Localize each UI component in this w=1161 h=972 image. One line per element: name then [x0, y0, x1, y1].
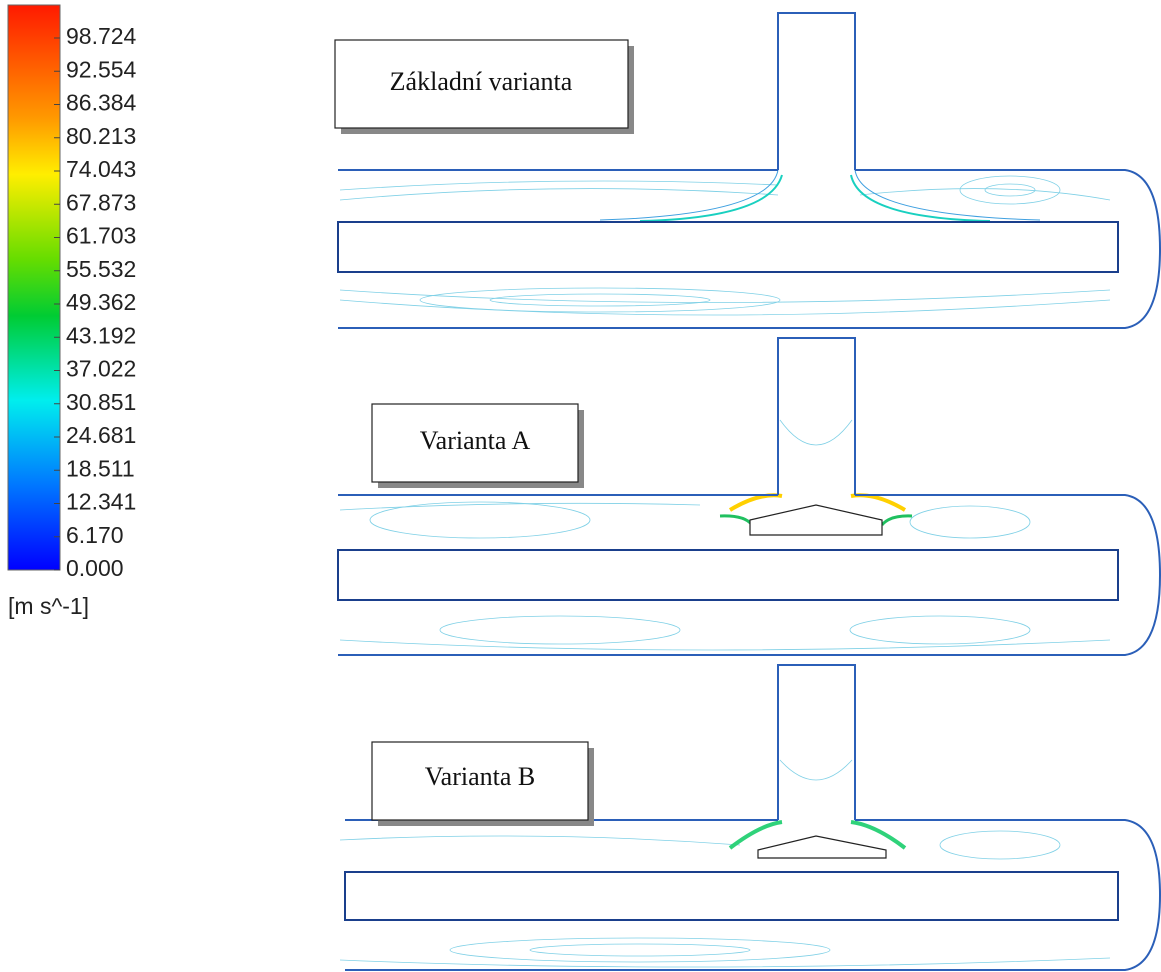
legend-label: 24.681 — [66, 422, 136, 448]
panel-label: Varianta B — [425, 762, 535, 791]
figure: [m s^-1] 98.724 92.554 86.384 80.213 74.043 6… — [0, 0, 1161, 972]
legend-label: 92.554 — [66, 56, 137, 82]
panel: Varianta A — [338, 338, 1160, 655]
legend-label: 55.532 — [66, 256, 136, 282]
legend-label: 98.724 — [66, 23, 137, 49]
panel: Varianta B — [340, 665, 1160, 970]
color-bar — [8, 5, 60, 570]
legend-label: 80.213 — [66, 123, 136, 149]
legend-label: 18.511 — [66, 455, 135, 481]
legend-label: 86.384 — [66, 90, 137, 116]
legend-label: 6.170 — [66, 522, 124, 548]
panel-label: Základní varianta — [390, 67, 573, 96]
legend-label: 30.851 — [66, 389, 136, 415]
legend-label: 74.043 — [66, 156, 136, 182]
panel: Základní varianta — [335, 13, 1160, 328]
legend-label: 43.192 — [66, 322, 136, 348]
legend-label: 0.000 — [66, 555, 124, 581]
color-legend: [m s^-1] 98.724 92.554 86.384 80.213 74.043 6… — [8, 5, 137, 619]
legend-label: 37.022 — [66, 356, 136, 382]
legend-label: 49.362 — [66, 289, 136, 315]
unit-label: [m s^-1] — [8, 593, 89, 619]
panel-label: Varianta A — [420, 426, 531, 455]
legend-label: 67.873 — [66, 189, 136, 215]
legend-label: 61.703 — [66, 223, 136, 249]
legend-label: 12.341 — [66, 489, 136, 515]
